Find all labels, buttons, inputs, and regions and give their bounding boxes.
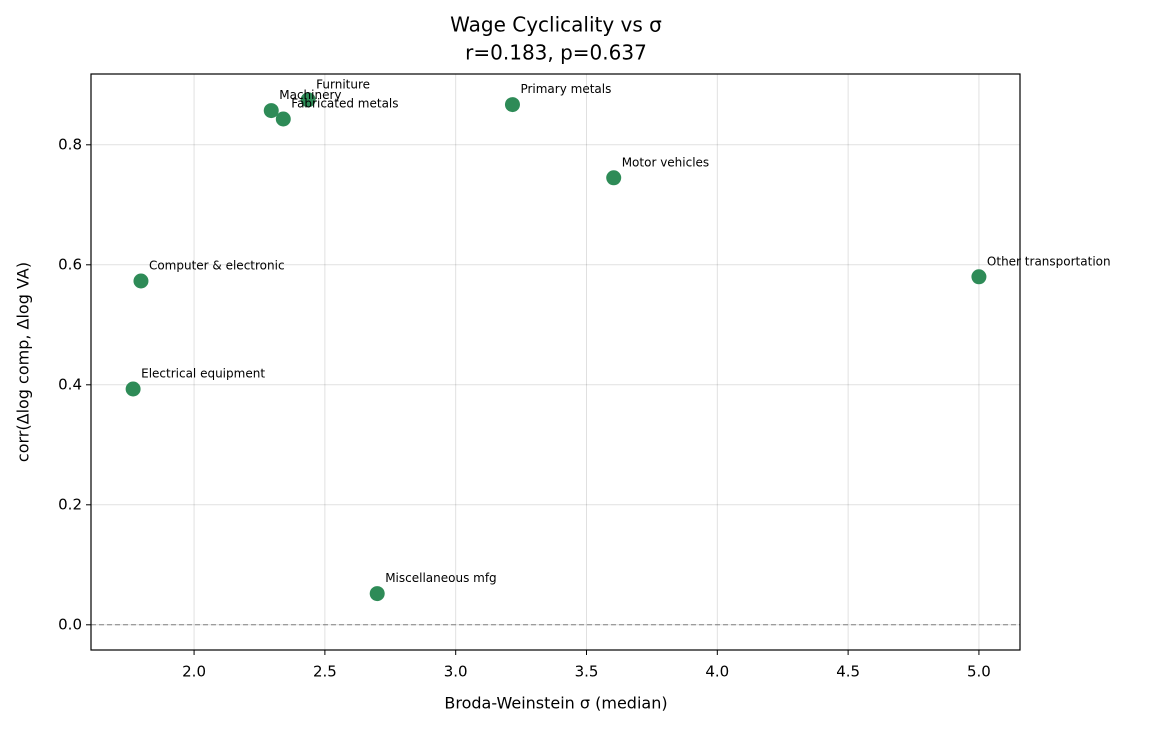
point xyxy=(133,273,149,289)
point xyxy=(275,111,291,127)
x-tick-label: 3.5 xyxy=(575,663,599,681)
point-label: Miscellaneous mfg xyxy=(385,571,496,585)
x-tick-label: 5.0 xyxy=(967,663,991,681)
y-tick-label: 0.2 xyxy=(58,495,82,513)
point-label: Fabricated metals xyxy=(291,97,398,111)
point xyxy=(300,92,316,108)
point-label: Motor vehicles xyxy=(622,155,709,169)
point xyxy=(606,170,622,186)
point xyxy=(971,269,987,285)
point xyxy=(263,103,279,119)
y-tick-label: 0.0 xyxy=(58,615,82,633)
x-tick-label: 2.5 xyxy=(313,663,337,681)
y-axis-label: corr(Δlog comp, Δlog VA) xyxy=(14,262,33,462)
y-tick-label: 0.4 xyxy=(58,375,82,393)
x-tick-label: 4.5 xyxy=(836,663,860,681)
point-label: Computer & electronic xyxy=(149,259,285,273)
chart-subtitle: r=0.183, p=0.637 xyxy=(465,41,647,65)
plot-frame xyxy=(90,73,1021,651)
point xyxy=(504,97,520,113)
chart-title: Wage Cyclicality vs σ xyxy=(450,13,662,37)
point-label: Electrical equipment xyxy=(141,367,265,381)
y-tick-label: 0.8 xyxy=(58,135,82,153)
x-tick-label: 3.0 xyxy=(444,663,468,681)
x-tick-label: 4.0 xyxy=(705,663,729,681)
x-tick-label: 2.0 xyxy=(182,663,206,681)
point-label: Primary metals xyxy=(520,82,611,96)
point-label: Other transportation xyxy=(987,254,1111,268)
point xyxy=(125,381,141,397)
point xyxy=(369,586,385,602)
point-label: Machinery xyxy=(279,88,341,102)
x-axis-label: Broda-Weinstein σ (median) xyxy=(444,694,667,713)
y-tick-label: 0.6 xyxy=(58,255,82,273)
point-label: Furniture xyxy=(316,77,370,91)
